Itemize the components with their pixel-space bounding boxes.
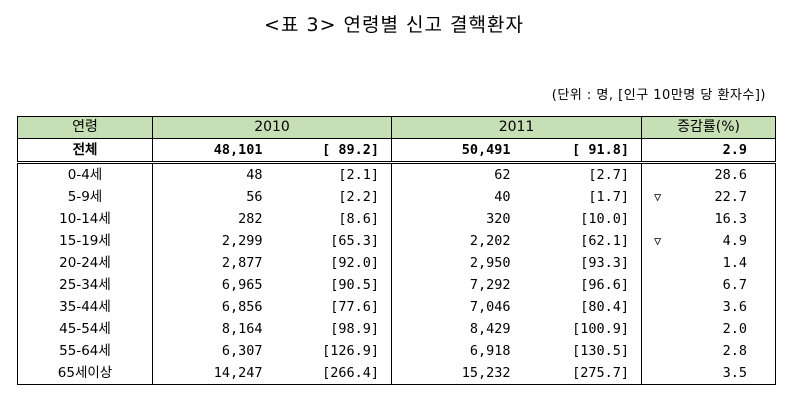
table-row: 10-14세 282 [8.6] 320 [10.0] 16.3 [17, 208, 777, 230]
age-label: 45-54세 [17, 318, 153, 340]
change-rate: 1.4 [641, 252, 777, 274]
header-age: 연령 [17, 116, 153, 139]
total-count-2010: 48,101 [152, 138, 271, 164]
rate-2010: [8.6] [270, 208, 393, 230]
age-label: 55-64세 [17, 340, 153, 362]
table-title: <표 3> 연령별 신고 결핵환자 [264, 14, 524, 36]
count-2011: 62 [391, 162, 519, 186]
rate-2010: [65.3] [270, 230, 393, 252]
age-label: 5-9세 [17, 186, 153, 208]
count-2010: 14,247 [152, 362, 271, 385]
change-rate: 2.0 [641, 318, 777, 340]
unit-note: (단위 : 명, [인구 10만명 당 환자수]) [551, 88, 766, 103]
rate-2010: [98.9] [270, 318, 393, 340]
table-row: 45-54세 8,164 [98.9] 8,429 [100.9] 2.0 [17, 318, 777, 340]
count-2011: 320 [391, 208, 519, 230]
count-2010: 6,965 [152, 274, 271, 296]
age-label: 65세이상 [17, 362, 153, 385]
change-rate-value: 16.3 [714, 211, 748, 227]
rate-2011: [130.5] [518, 340, 643, 362]
rate-2010: [2.2] [270, 186, 393, 208]
header-row: 연령 2010 2011 증감률(%) [17, 116, 777, 139]
header-2011: 2011 [391, 116, 643, 139]
change-rate-value: 28.6 [714, 167, 748, 183]
rate-2010: [2.1] [270, 162, 393, 186]
change-rate-value: 22.7 [714, 189, 748, 205]
count-2011: 7,292 [391, 274, 519, 296]
rate-2011: [96.6] [518, 274, 643, 296]
total-label: 전체 [17, 138, 153, 164]
age-label: 15-19세 [17, 230, 153, 252]
rate-2011: [100.9] [518, 318, 643, 340]
total-row: 전체 48,101 [ 89.2] 50,491 [ 91.8] 2.9 [17, 138, 777, 164]
header-2010: 2010 [151, 116, 393, 139]
age-label: 0-4세 [17, 162, 153, 186]
count-2011: 15,232 [391, 362, 519, 385]
decrease-triangle-icon: ▽ [654, 234, 662, 248]
rate-2010: [126.9] [270, 340, 393, 362]
table-row: 20-24세 2,877 [92.0] 2,950 [93.3] 1.4 [17, 252, 777, 274]
total-change-rate: 2.9 [641, 138, 777, 164]
change-rate-value: 2.0 [722, 321, 748, 337]
count-2011: 2,950 [391, 252, 519, 274]
total-count-2011: 50,491 [391, 138, 519, 164]
table-row: 15-19세 2,299 [65.3] 2,202 [62.1] ▽ 4.9 [17, 230, 777, 252]
total-rate-2010: [ 89.2] [270, 138, 393, 164]
change-rate: 3.6 [641, 296, 777, 318]
change-rate: ▽ 4.9 [641, 230, 777, 252]
count-2010: 56 [152, 186, 271, 208]
change-rate-value: 1.4 [722, 255, 748, 271]
table-row: 65세이상 14,247 [266.4] 15,232 [275.7] 3.5 [17, 362, 777, 385]
change-rate-value: 3.5 [722, 365, 748, 381]
age-label: 10-14세 [17, 208, 153, 230]
rate-2011: [10.0] [518, 208, 643, 230]
age-label: 20-24세 [17, 252, 153, 274]
table-row: 0-4세 48 [2.1] 62 [2.7] 28.6 [17, 162, 777, 186]
count-2010: 6,856 [152, 296, 271, 318]
age-label: 35-44세 [17, 296, 153, 318]
count-2010: 8,164 [152, 318, 271, 340]
rate-2010: [92.0] [270, 252, 393, 274]
rate-2011: [62.1] [518, 230, 643, 252]
change-rate: 6.7 [641, 274, 777, 296]
count-2011: 40 [391, 186, 519, 208]
change-rate-value: 4.9 [722, 233, 748, 249]
table-row: 55-64세 6,307 [126.9] 6,918 [130.5] 2.8 [17, 340, 777, 362]
change-rate: ▽ 22.7 [641, 186, 777, 208]
change-rate: 28.6 [641, 162, 777, 186]
change-rate: 3.5 [641, 362, 777, 385]
rate-2010: [266.4] [270, 362, 393, 385]
change-rate: 16.3 [641, 208, 777, 230]
change-rate-value: 2.8 [722, 343, 748, 359]
rate-2011: [275.7] [518, 362, 643, 385]
rate-2011: [2.7] [518, 162, 643, 186]
table-row: 25-34세 6,965 [90.5] 7,292 [96.6] 6.7 [17, 274, 777, 296]
count-2011: 6,918 [391, 340, 519, 362]
table-row: 35-44세 6,856 [77.6] 7,046 [80.4] 3.6 [17, 296, 777, 318]
count-2010: 282 [152, 208, 271, 230]
change-rate-value: 3.6 [722, 299, 748, 315]
table-row: 5-9세 56 [2.2] 40 [1.7] ▽ 22.7 [17, 186, 777, 208]
count-2011: 7,046 [391, 296, 519, 318]
count-2010: 48 [152, 162, 271, 186]
rate-2010: [77.6] [270, 296, 393, 318]
rate-2010: [90.5] [270, 274, 393, 296]
count-2011: 8,429 [391, 318, 519, 340]
rate-2011: [80.4] [518, 296, 643, 318]
count-2011: 2,202 [391, 230, 519, 252]
decrease-triangle-icon: ▽ [654, 190, 662, 204]
change-rate: 2.8 [641, 340, 777, 362]
count-2010: 6,307 [152, 340, 271, 362]
change-rate-value: 6.7 [722, 277, 748, 293]
rate-2011: [1.7] [518, 186, 643, 208]
count-2010: 2,877 [152, 252, 271, 274]
count-2010: 2,299 [152, 230, 271, 252]
age-label: 25-34세 [17, 274, 153, 296]
total-rate-2011: [ 91.8] [518, 138, 643, 164]
rate-2011: [93.3] [518, 252, 643, 274]
tuberculosis-table: 연령 2010 2011 증감률(%) 전체 48,101 [ 89.2] 50… [17, 116, 777, 385]
header-rate: 증감률(%) [641, 116, 777, 139]
